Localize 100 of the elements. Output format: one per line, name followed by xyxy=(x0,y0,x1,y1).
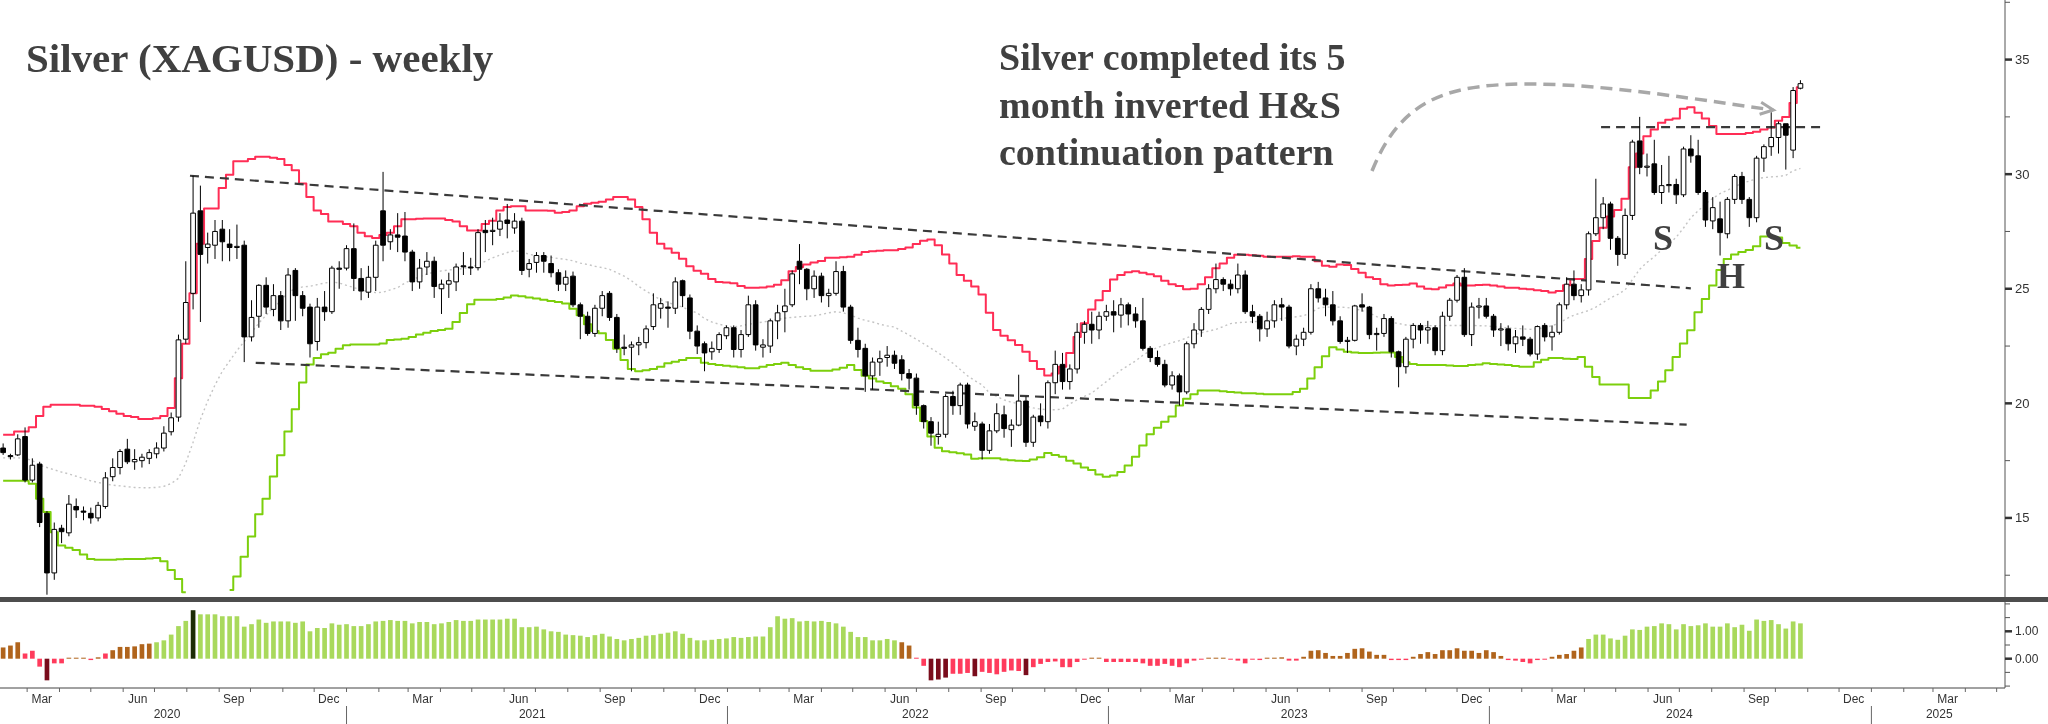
bar xyxy=(658,633,664,659)
bar xyxy=(840,626,846,659)
bar xyxy=(775,616,780,659)
bar xyxy=(512,618,517,659)
candlestick xyxy=(789,269,796,308)
bar xyxy=(694,640,700,659)
bar xyxy=(534,626,539,659)
bar xyxy=(1754,619,1759,659)
bar xyxy=(1608,638,1613,659)
bar xyxy=(300,621,306,659)
bar xyxy=(1783,628,1789,659)
bar xyxy=(1125,658,1131,662)
x-tick-label: Jun xyxy=(890,692,910,706)
bar xyxy=(125,646,130,659)
bar xyxy=(1732,627,1738,659)
bar xyxy=(884,638,890,659)
bar xyxy=(819,620,824,659)
bar xyxy=(1177,658,1182,668)
bar xyxy=(1469,650,1474,659)
x-tick-label: Jun xyxy=(1270,692,1291,706)
bar xyxy=(1578,647,1584,659)
bar xyxy=(1725,623,1730,659)
bar xyxy=(1323,652,1328,659)
x2-tick-label: 2025 xyxy=(1925,707,1953,721)
bar xyxy=(1060,658,1065,668)
bar xyxy=(1374,654,1380,659)
bar xyxy=(176,626,181,659)
x2-tick-label: 2023 xyxy=(1280,707,1308,721)
bar xyxy=(797,621,802,659)
bar xyxy=(1651,626,1657,659)
bar xyxy=(1133,658,1138,662)
bar xyxy=(1440,650,1445,659)
bar xyxy=(862,637,868,659)
bar xyxy=(746,637,751,659)
bar xyxy=(1703,623,1708,659)
bar xyxy=(731,637,737,659)
bar xyxy=(629,638,634,659)
bar xyxy=(103,653,108,659)
bar xyxy=(110,650,116,659)
bar xyxy=(672,631,678,659)
bar xyxy=(556,631,561,659)
x-tick-label: Mar xyxy=(1174,692,1195,706)
annotation: S xyxy=(1652,218,1674,258)
bar xyxy=(1418,654,1423,659)
bar xyxy=(395,620,400,659)
bar xyxy=(439,623,444,659)
bar xyxy=(219,616,225,659)
bar xyxy=(1630,629,1635,659)
bar xyxy=(1111,658,1116,662)
candlestick xyxy=(1512,329,1519,354)
bar xyxy=(753,636,758,659)
bar xyxy=(183,620,189,659)
bar xyxy=(651,635,656,659)
candlestick xyxy=(1775,120,1782,155)
bar xyxy=(709,639,715,659)
bar xyxy=(168,634,174,659)
y-tick-label: 25 xyxy=(2015,281,2030,297)
bar xyxy=(899,642,905,659)
x-tick-label: Dec xyxy=(318,692,340,706)
candlestick xyxy=(679,279,686,308)
bar xyxy=(767,627,773,659)
y-tick-label: 0.00 xyxy=(2015,651,2039,666)
candlestick xyxy=(796,243,803,285)
bar xyxy=(1367,651,1372,659)
x-tick-label: Mar xyxy=(31,692,53,706)
bar xyxy=(1798,623,1803,659)
x-tick-label: Mar xyxy=(1556,692,1577,706)
x2-tick-label: 2024 xyxy=(1666,707,1694,721)
bar xyxy=(1673,629,1679,659)
bar xyxy=(1038,658,1043,664)
bar xyxy=(1242,658,1248,664)
bar xyxy=(388,620,393,659)
text: Silver (XAGUSD) - weekly xyxy=(26,35,494,81)
bar xyxy=(1016,658,1022,672)
bar xyxy=(1067,658,1073,668)
candlestick xyxy=(774,304,781,340)
bar xyxy=(1330,655,1336,659)
bar xyxy=(30,650,35,659)
bar xyxy=(987,658,992,673)
bar xyxy=(468,620,474,659)
bar xyxy=(577,635,583,659)
bar xyxy=(1491,652,1496,659)
bar xyxy=(314,628,320,659)
bar xyxy=(1315,650,1321,659)
candlestick xyxy=(7,453,14,460)
bar xyxy=(490,619,495,659)
bar xyxy=(366,624,371,659)
candlestick xyxy=(248,299,255,342)
bar xyxy=(599,633,605,659)
bar xyxy=(943,658,948,678)
bar xyxy=(1155,658,1160,666)
bar xyxy=(789,618,795,659)
bar xyxy=(1462,650,1467,659)
bar xyxy=(146,643,152,659)
candlestick xyxy=(533,251,540,274)
bar xyxy=(154,642,159,659)
bar xyxy=(702,640,707,659)
y-tick-label: 15 xyxy=(2015,510,2030,526)
bar xyxy=(461,620,466,659)
x-tick-label: Jun xyxy=(1652,692,1673,706)
